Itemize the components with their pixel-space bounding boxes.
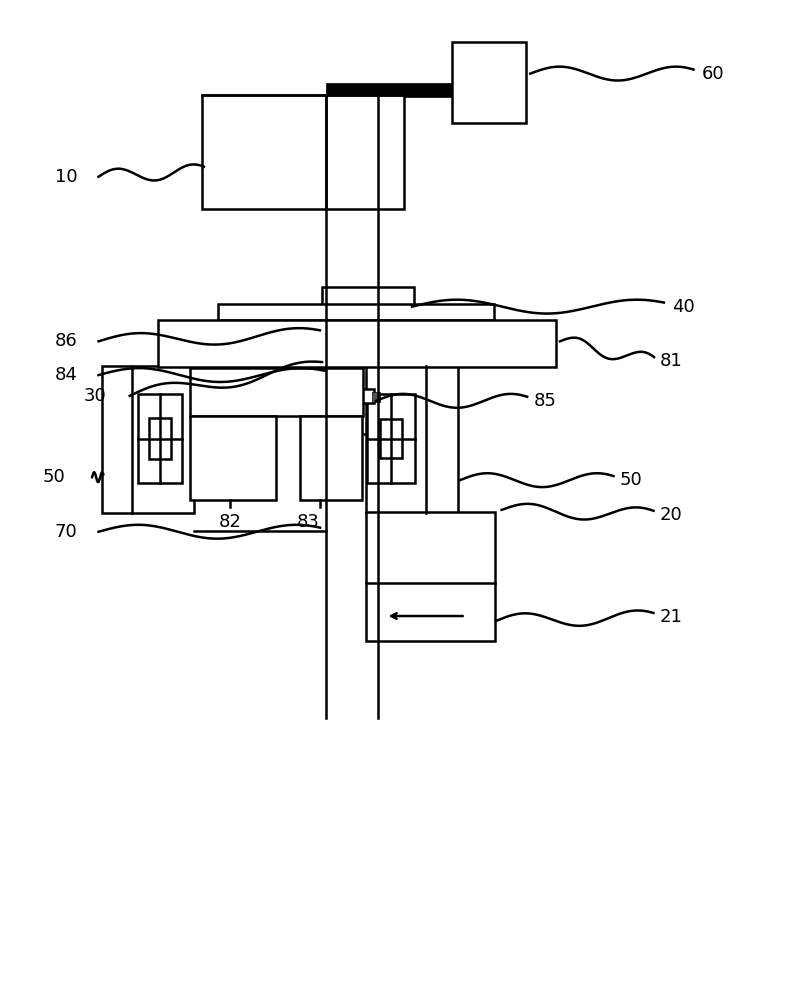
Bar	[327, 339, 360, 389]
Bar	[367, 394, 415, 483]
Bar	[452, 42, 526, 123]
Bar	[300, 416, 363, 500]
Bar	[217, 304, 494, 320]
Bar	[158, 320, 556, 367]
Text: 84: 84	[55, 366, 78, 384]
Bar	[190, 368, 364, 416]
Bar	[322, 326, 393, 341]
Bar	[326, 84, 452, 97]
Bar	[102, 366, 194, 513]
Text: 40: 40	[672, 298, 695, 316]
Bar	[190, 416, 276, 500]
Text: 10: 10	[55, 168, 78, 186]
Bar	[203, 95, 404, 209]
Text: 83: 83	[297, 513, 319, 531]
Text: 70: 70	[55, 523, 78, 541]
Bar	[372, 392, 380, 402]
Text: 21: 21	[660, 608, 683, 626]
Bar	[365, 512, 495, 641]
Bar	[149, 418, 171, 459]
Text: 82: 82	[219, 513, 242, 531]
Text: 86: 86	[55, 332, 78, 350]
Bar	[365, 366, 457, 513]
Bar	[380, 419, 402, 458]
Bar	[326, 315, 337, 326]
Bar	[137, 394, 183, 483]
Text: 81: 81	[660, 352, 683, 370]
Bar	[322, 287, 414, 434]
Text: 30: 30	[84, 387, 107, 405]
Bar	[330, 389, 373, 403]
Text: 50: 50	[43, 468, 65, 486]
Text: 50: 50	[620, 471, 642, 489]
Text: 20: 20	[660, 506, 683, 524]
Text: 85: 85	[533, 392, 557, 410]
Text: 60: 60	[701, 65, 724, 83]
